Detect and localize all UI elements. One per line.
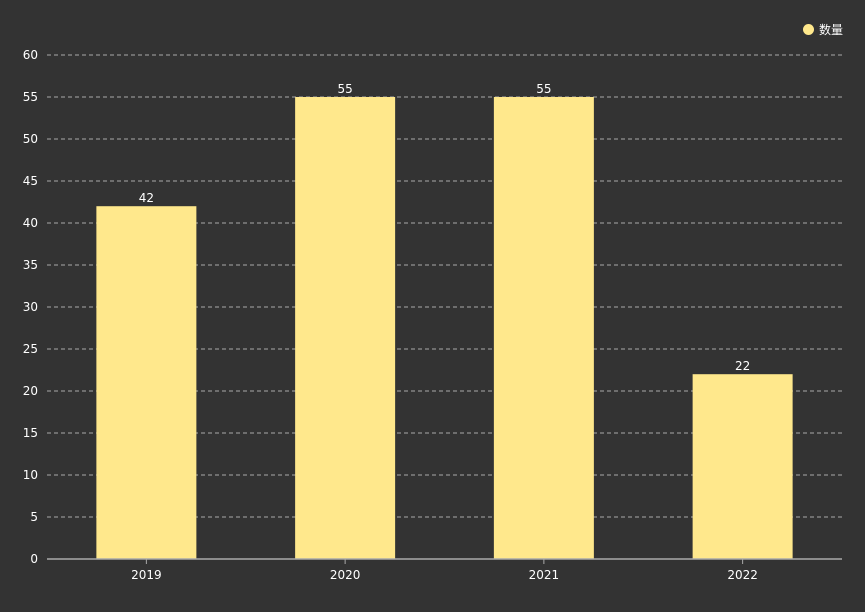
bar-2020[interactable] bbox=[295, 97, 396, 559]
x-tick-label: 2019 bbox=[131, 568, 162, 582]
legend[interactable]: 数量 bbox=[802, 21, 843, 38]
y-tick-label: 25 bbox=[23, 342, 38, 356]
y-tick-label: 30 bbox=[23, 300, 38, 314]
bar-value-label: 42 bbox=[139, 191, 154, 205]
y-tick-label: 50 bbox=[23, 132, 38, 146]
bar-2021[interactable] bbox=[493, 97, 594, 559]
legend-marker bbox=[802, 24, 814, 35]
x-tick-label: 2022 bbox=[727, 568, 758, 582]
bar-value-labels: 42 55 55 22 bbox=[139, 82, 751, 373]
x-tick-label: 2020 bbox=[330, 568, 361, 582]
bar-value-label: 22 bbox=[735, 359, 750, 373]
x-tick-label: 2021 bbox=[529, 568, 560, 582]
bar-2022[interactable] bbox=[692, 374, 793, 559]
y-axis-tick-labels: 0 5 10 15 20 25 30 35 40 45 50 55 60 bbox=[23, 48, 38, 566]
y-tick-label: 0 bbox=[30, 552, 38, 566]
bar-2019[interactable] bbox=[96, 206, 197, 559]
y-tick-label: 55 bbox=[23, 90, 38, 104]
y-tick-label: 45 bbox=[23, 174, 38, 188]
y-tick-label: 10 bbox=[23, 468, 38, 482]
legend-label: 数量 bbox=[818, 23, 843, 37]
y-tick-label: 20 bbox=[23, 384, 38, 398]
y-tick-label: 35 bbox=[23, 258, 38, 272]
bar-value-label: 55 bbox=[337, 82, 352, 96]
bars bbox=[96, 97, 793, 559]
y-tick-label: 15 bbox=[23, 426, 38, 440]
y-tick-label: 40 bbox=[23, 216, 38, 230]
y-tick-label: 60 bbox=[23, 48, 38, 62]
x-axis: 2019 2020 2021 2022 bbox=[47, 558, 842, 582]
y-tick-label: 5 bbox=[30, 510, 38, 524]
bar-value-label: 55 bbox=[536, 82, 551, 96]
